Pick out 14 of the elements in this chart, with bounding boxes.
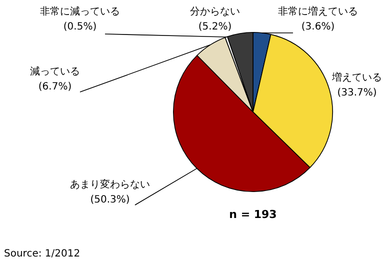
data-label: (33.7%) — [337, 88, 377, 99]
slice-label: 非常に増えている — [278, 6, 358, 18]
data-label: (6.7%) — [38, 82, 72, 93]
slice-label: 非常に減っている — [40, 6, 120, 18]
data-label: (0.5%) — [63, 22, 97, 33]
data-label: (3.6%) — [301, 22, 335, 33]
slice-label: あまり変わらない — [70, 178, 150, 191]
text: n = 193 — [229, 208, 277, 221]
slice-label: 減っている — [30, 66, 80, 78]
source-note: Source: 1/2012 — [4, 248, 80, 260]
data-label: (50.3%) — [90, 194, 130, 206]
slice-label: 増えている — [331, 72, 382, 84]
data-label: (5.2%) — [198, 22, 232, 33]
slice-label: 分からない — [190, 6, 240, 18]
